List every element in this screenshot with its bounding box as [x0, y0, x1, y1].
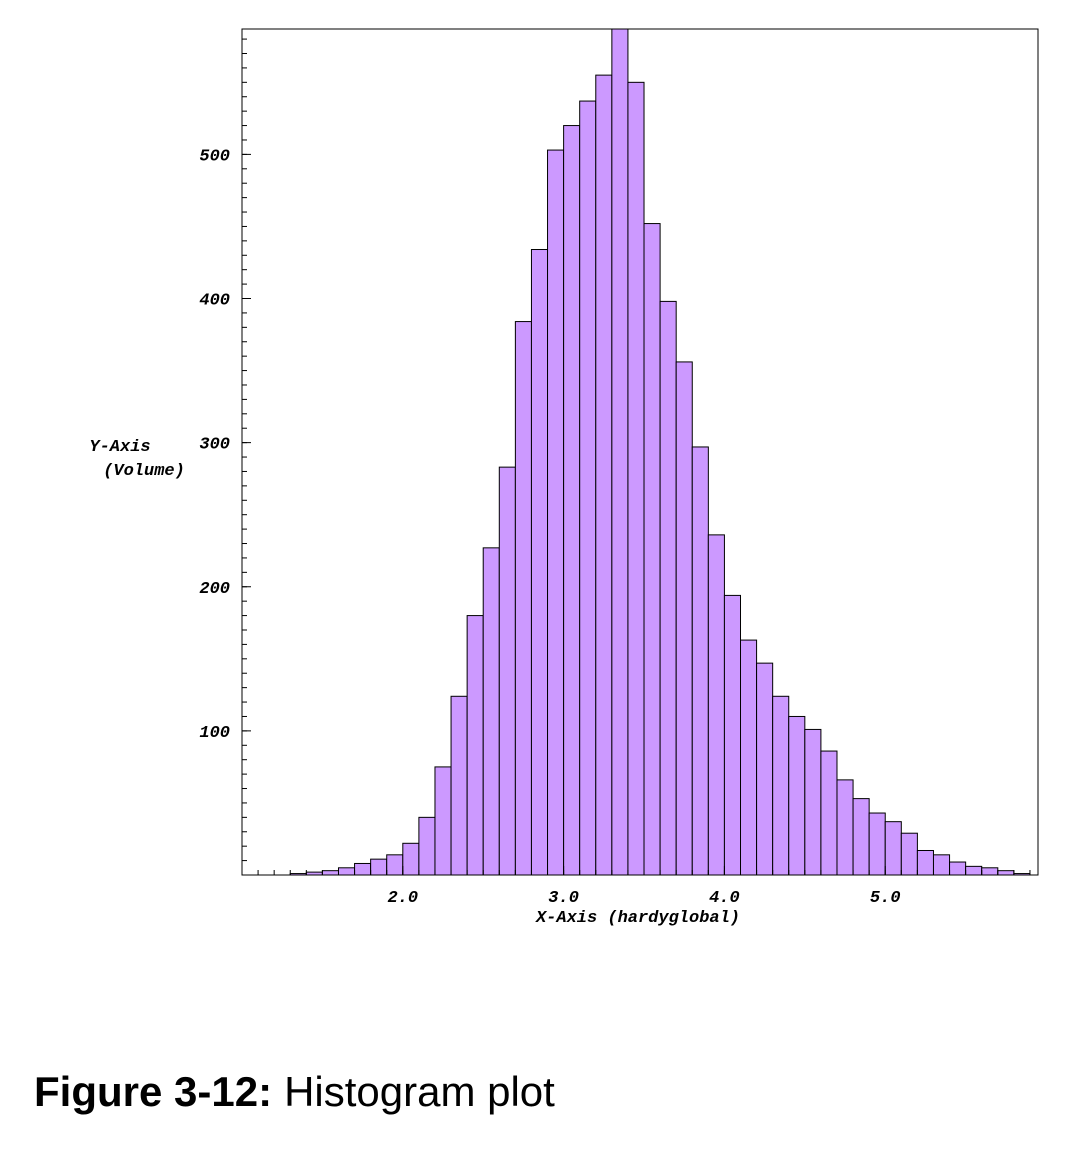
histogram-bar — [675, 361, 693, 876]
histogram-bar — [659, 300, 677, 876]
histogram-bar — [547, 149, 565, 876]
histogram-bar — [611, 28, 629, 876]
histogram-bar — [820, 750, 838, 876]
histogram-bar — [386, 854, 404, 876]
histogram-bar — [900, 832, 918, 876]
y-tick-label: 400 — [199, 292, 230, 311]
histogram-bar — [852, 798, 870, 876]
y-axis-label-line2: (Volume) — [103, 462, 185, 481]
histogram-bar — [418, 816, 436, 876]
y-tick-label: 100 — [199, 724, 230, 743]
histogram-bar — [707, 534, 725, 876]
histogram-bar — [756, 662, 774, 876]
histogram-bar — [402, 842, 420, 876]
x-axis-label: X-Axis (hardyglobal) — [535, 909, 740, 928]
histogram-bar — [997, 870, 1015, 876]
histogram-bar — [450, 695, 468, 876]
histogram-bar — [579, 100, 597, 876]
histogram-bar — [337, 867, 356, 876]
x-tick-label: 4.0 — [709, 889, 740, 908]
plot-frame — [241, 28, 1039, 876]
histogram-bar — [836, 779, 854, 876]
histogram-bar — [498, 466, 516, 876]
histogram-bar — [482, 547, 500, 876]
histogram-bar — [916, 849, 934, 876]
y-axis-label-line1: Y-Axis — [89, 438, 150, 457]
histogram-bar — [932, 854, 951, 876]
x-tick-label: 3.0 — [548, 889, 579, 908]
histogram-bar — [595, 74, 613, 876]
histogram-bar — [514, 321, 532, 876]
y-tick-label: 300 — [199, 436, 230, 455]
histogram-bar — [691, 446, 709, 876]
figure-caption: Figure 3-12: Histogram plot — [34, 1068, 555, 1116]
histogram-bar — [868, 812, 886, 876]
histogram-chart: 100 200 300 400 500 2.0 3.0 4.0 5.0 Y-Axis (Volu… — [89, 28, 1039, 928]
figure-number: Figure 3-12: — [34, 1068, 273, 1115]
histogram-bar — [530, 249, 549, 876]
ticks-group: 100 200 300 400 500 2.0 3.0 4.0 5.0 — [199, 38, 1031, 908]
histogram-bar — [804, 728, 822, 876]
histogram-bar — [788, 715, 806, 876]
histogram-bar — [965, 865, 983, 876]
histogram-bar — [627, 81, 645, 876]
axes-group — [241, 28, 1039, 876]
histogram-bar — [740, 639, 758, 876]
histogram-bar — [370, 858, 388, 876]
histogram-bar — [949, 861, 967, 876]
histogram-bar — [772, 695, 790, 876]
y-tick-label: 200 — [199, 580, 230, 599]
histogram-bar — [981, 867, 999, 876]
x-tick-label: 2.0 — [388, 889, 419, 908]
y-tick-label: 500 — [199, 147, 230, 166]
histogram-bar — [466, 615, 484, 876]
histogram-bar — [563, 125, 581, 876]
histogram-bar — [884, 821, 902, 876]
figure-caption-text: Histogram plot — [284, 1068, 555, 1115]
histogram-bar — [643, 223, 661, 876]
histogram-bar — [321, 870, 339, 876]
histogram-bar — [354, 862, 372, 876]
histogram-bar — [434, 766, 452, 876]
bars-group — [289, 28, 1031, 876]
x-tick-label: 5.0 — [870, 889, 901, 908]
histogram-bar — [723, 594, 742, 876]
